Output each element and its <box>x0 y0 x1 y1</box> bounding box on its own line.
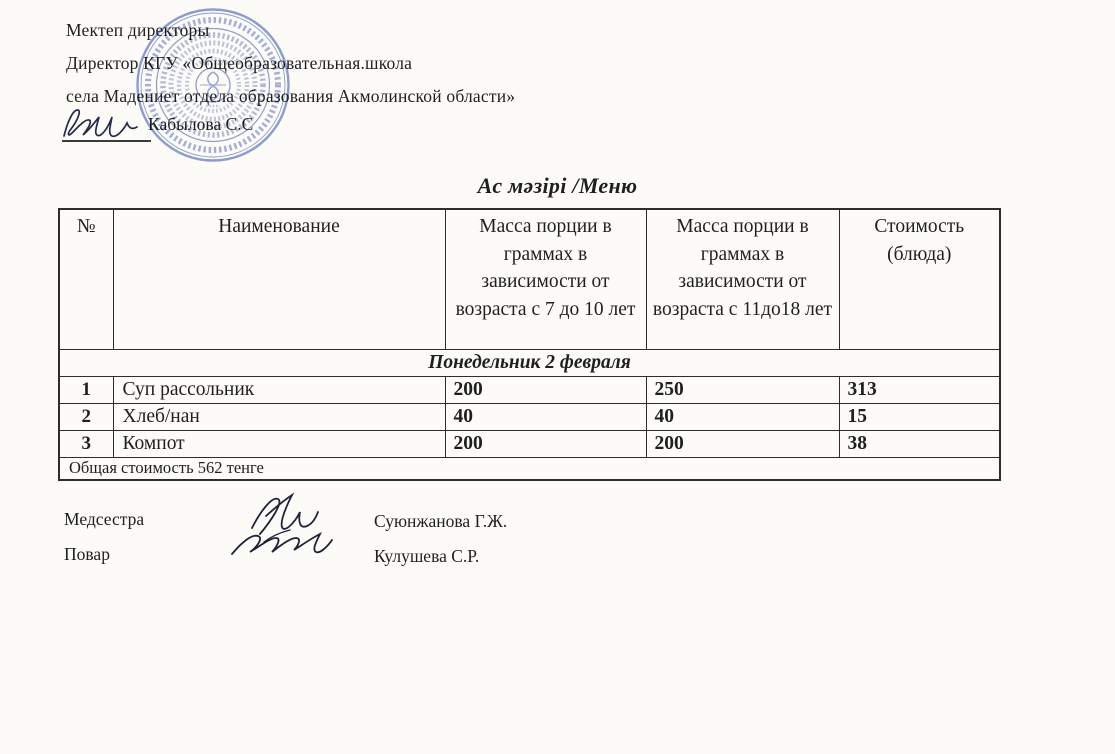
menu-table: № Наименование Масса порции в граммах в … <box>58 208 1001 481</box>
staff-signature <box>220 488 338 571</box>
official-stamp <box>134 6 292 164</box>
handwritten-signature-icon <box>231 492 333 555</box>
mass-7-10-cell: 200 <box>444 375 647 404</box>
mass-11-18-cell: 40 <box>645 402 840 431</box>
dish-name: Компот <box>112 429 446 458</box>
cost-cell: 38 <box>838 429 1001 458</box>
day-header-row: Понедельник 2 февраля <box>58 348 1001 377</box>
cost-cell: 15 <box>838 402 1001 431</box>
mass-7-10-cell: 200 <box>444 429 647 458</box>
official-stamp-icon <box>136 8 290 162</box>
column-header-mass-11-18: Масса порции в граммах в зависимости от … <box>645 208 840 350</box>
mass-11-18-cell: 250 <box>645 375 840 404</box>
total-cost-row: Общая стоимость 562 тенге <box>58 456 1001 481</box>
table-header-row: № Наименование Масса порции в граммах в … <box>58 208 1001 350</box>
handwritten-signature-icon <box>63 109 138 138</box>
nurse-role-label: Медсестра <box>64 509 145 529</box>
cook-role-label: Повар <box>64 544 110 564</box>
column-header-name: Наименование <box>112 208 446 350</box>
column-header-cost: Стоимость (блюда) <box>838 208 1001 350</box>
dish-name: Хлеб/нан <box>112 402 446 431</box>
row-number: 1 <box>58 375 114 404</box>
mass-11-18-cell: 200 <box>645 429 840 458</box>
table-row: 2 Хлеб/нан 40 40 15 <box>58 402 1001 431</box>
menu-table-grid: № Наименование Масса порции в граммах в … <box>58 208 1001 481</box>
day-header: Понедельник 2 февраля <box>58 348 1001 377</box>
row-number: 2 <box>58 402 114 431</box>
row-number: 3 <box>58 429 114 458</box>
cook-name: Кулушева С.Р. <box>374 546 480 566</box>
column-header-mass-7-10: Масса порции в граммах в зависимости от … <box>444 208 647 350</box>
dish-name: Суп рассольник <box>112 375 446 404</box>
table-row: 3 Компот 200 200 38 <box>58 429 1001 458</box>
mass-7-10-cell: 40 <box>444 402 647 431</box>
director-signature <box>58 102 153 149</box>
page-title: Ас мәзірі /Меню <box>477 173 638 198</box>
signature-underline <box>62 140 151 142</box>
column-header-number: № <box>58 208 114 350</box>
nurse-name: Суюнжанова Г.Ж. <box>374 511 508 531</box>
total-cost-text: Общая стоимость 562 тенге <box>58 456 1001 481</box>
cost-cell: 313 <box>838 375 1001 404</box>
table-row: 1 Суп рассольник 200 250 313 <box>58 375 1001 404</box>
